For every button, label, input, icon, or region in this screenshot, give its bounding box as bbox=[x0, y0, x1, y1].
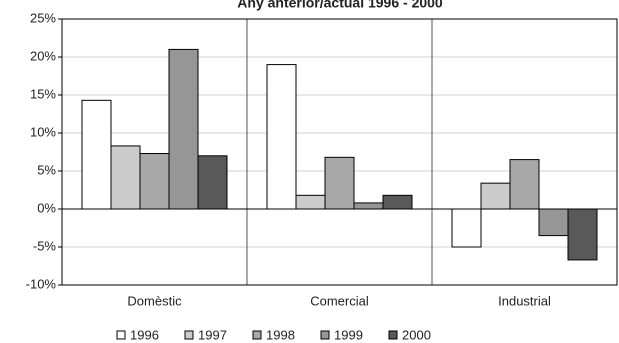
bar bbox=[353, 202, 384, 210]
bar bbox=[324, 156, 355, 210]
legend-swatch bbox=[252, 330, 262, 340]
chart-title: Any anterior/actual 1996 - 2000 bbox=[237, 0, 443, 11]
bar bbox=[480, 182, 511, 210]
bar bbox=[295, 194, 326, 210]
bar bbox=[139, 153, 170, 210]
bar bbox=[197, 155, 228, 210]
bar bbox=[81, 99, 112, 210]
legend-label: 2000 bbox=[402, 327, 431, 342]
legend-swatch bbox=[388, 330, 398, 340]
y-tick-label: 10% bbox=[30, 124, 56, 139]
legend-label: 1996 bbox=[130, 327, 159, 342]
bar bbox=[266, 64, 297, 210]
bar bbox=[567, 208, 598, 261]
bar bbox=[451, 208, 482, 248]
legend-label: 1999 bbox=[334, 327, 363, 342]
y-tick-label: -10% bbox=[26, 276, 57, 291]
legend-swatch bbox=[184, 330, 194, 340]
x-tick-label: Industrial bbox=[498, 293, 551, 308]
y-tick-label: 25% bbox=[30, 10, 56, 25]
legend-swatch bbox=[320, 330, 330, 340]
bar bbox=[110, 145, 141, 210]
y-tick-label: -5% bbox=[33, 238, 57, 253]
bar bbox=[509, 159, 540, 210]
x-tick-label: Domèstic bbox=[127, 293, 182, 308]
legend-label: 1998 bbox=[266, 327, 295, 342]
bar bbox=[538, 208, 569, 237]
y-tick-label: 15% bbox=[30, 86, 56, 101]
bar bbox=[382, 194, 413, 210]
plot-frame bbox=[61, 18, 618, 286]
y-tick-label: 20% bbox=[30, 48, 56, 63]
y-tick-label: 0% bbox=[37, 200, 56, 215]
y-tick-label: 5% bbox=[37, 162, 56, 177]
x-tick-label: Comercial bbox=[310, 293, 369, 308]
legend-label: 1997 bbox=[198, 327, 227, 342]
bar bbox=[168, 48, 199, 210]
legend-swatch bbox=[116, 330, 126, 340]
